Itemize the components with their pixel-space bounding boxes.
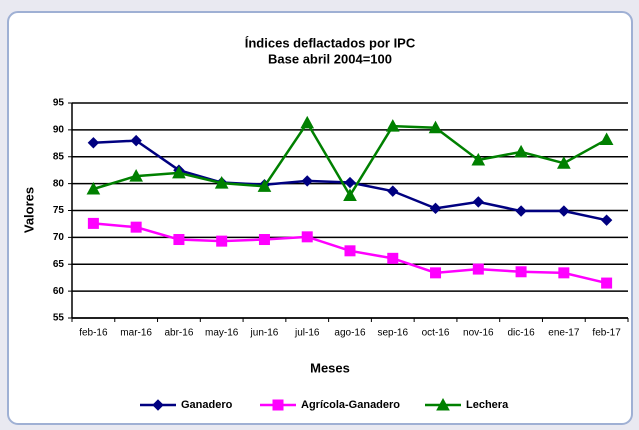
data-point [130, 221, 142, 233]
data-point [130, 134, 142, 147]
data-point [301, 231, 313, 243]
data-point [514, 144, 528, 158]
data-point [601, 277, 613, 289]
chart-subtitle: Base abril 2004=100 [268, 51, 392, 66]
data-point [216, 235, 228, 247]
x-tick-label: feb-16 [79, 328, 108, 339]
x-tick-label: jun-16 [250, 328, 279, 339]
data-point [172, 165, 186, 179]
y-tick-label: 60 [53, 286, 65, 297]
y-tick-label: 65 [53, 259, 65, 270]
y-tick-label: 95 [53, 98, 65, 109]
chart-title: Índices deflactados por IPC [245, 35, 416, 50]
y-tick-label: 90 [53, 125, 65, 136]
legend-marker [152, 399, 164, 411]
x-axis-label: Meses [310, 360, 350, 375]
data-point [472, 196, 485, 208]
data-point [558, 267, 570, 279]
data-point [600, 214, 613, 226]
data-point [515, 266, 527, 278]
data-point [258, 234, 270, 246]
legend-label: Ganadero [181, 399, 233, 411]
data-point [387, 185, 399, 197]
legend-marker [272, 399, 284, 411]
data-point [129, 169, 143, 182]
data-point [557, 156, 571, 169]
data-point [429, 202, 442, 215]
data-point [471, 152, 486, 166]
data-point [214, 176, 229, 189]
data-point [300, 115, 315, 129]
y-tick-label: 75 [53, 205, 65, 216]
x-tick-label: jul-16 [294, 328, 320, 339]
data-point [344, 245, 356, 257]
legend-label: Lechera [466, 399, 509, 411]
data-point [430, 267, 442, 279]
data-point [515, 205, 527, 217]
y-tick-label: 55 [53, 313, 65, 324]
data-point [87, 217, 99, 229]
data-point [558, 205, 570, 217]
data-point [387, 252, 399, 264]
data-point [87, 137, 100, 149]
x-tick-label: oct-16 [422, 328, 450, 339]
data-point [173, 234, 185, 246]
data-point [257, 179, 272, 192]
x-tick-label: ago-16 [334, 328, 366, 339]
x-tick-label: mar-16 [120, 328, 152, 339]
y-tick-label: 85 [53, 151, 65, 162]
data-point [343, 188, 357, 201]
data-point [385, 119, 400, 132]
x-tick-label: ene-17 [548, 328, 580, 339]
data-point [428, 120, 443, 134]
data-point [472, 263, 484, 275]
x-tick-label: abr-16 [164, 328, 193, 339]
legend-marker [436, 397, 450, 411]
x-tick-label: nov-16 [463, 328, 494, 339]
x-tick-label: dic-16 [507, 328, 535, 339]
y-axis-label: Valores [21, 187, 36, 233]
data-point [344, 176, 356, 189]
data-point [599, 132, 614, 146]
x-tick-label: sep-16 [377, 328, 408, 339]
legend-label: Agrícola-Ganadero [301, 399, 400, 411]
data-point [86, 181, 101, 195]
x-tick-label: may-16 [205, 328, 239, 339]
y-tick-label: 70 [53, 232, 65, 243]
data-point [301, 175, 313, 187]
x-tick-label: feb-17 [592, 328, 621, 339]
panel [7, 11, 633, 425]
y-tick-label: 80 [53, 178, 65, 189]
